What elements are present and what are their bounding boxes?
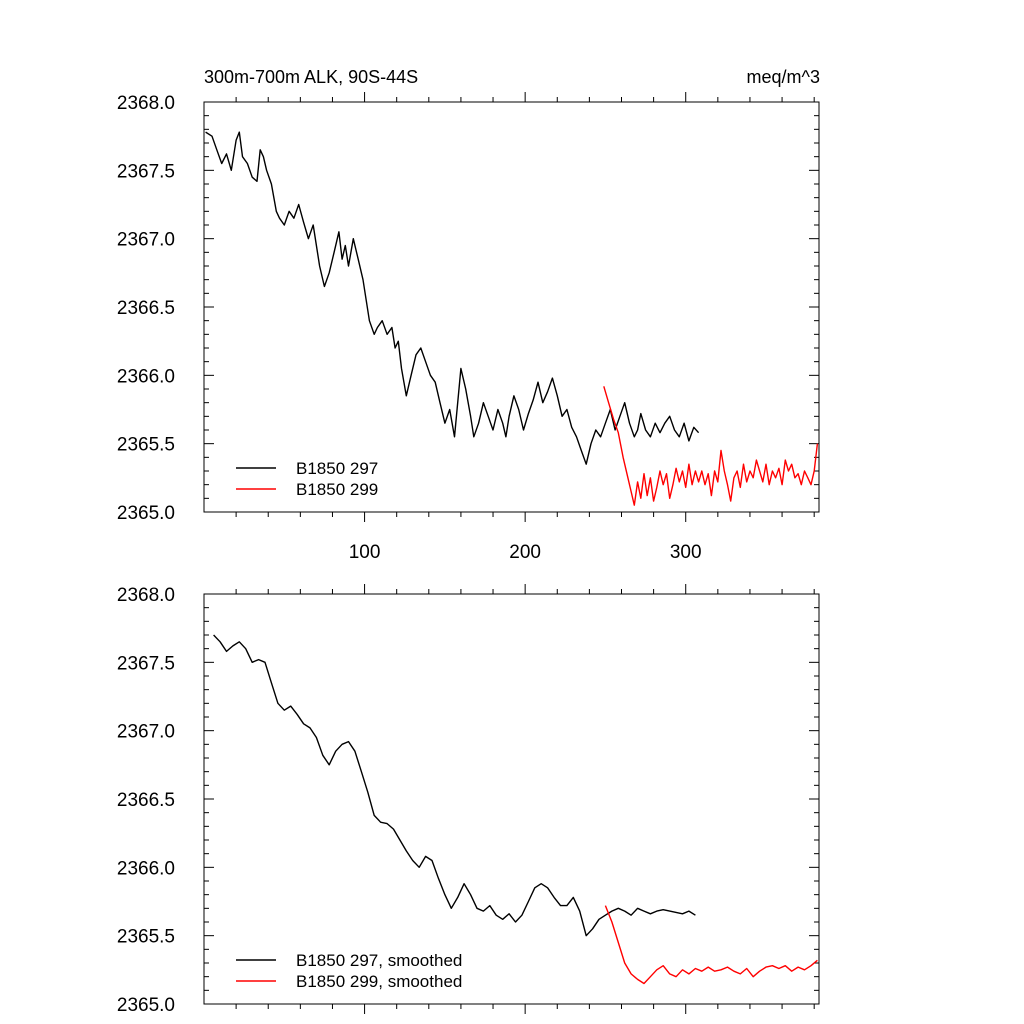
series-line-b1850-297: [205, 131, 700, 465]
y-tick-label: 2367.5: [117, 161, 175, 182]
y-tick-label: 2368.0: [117, 93, 175, 114]
x-tick-label: 100: [349, 542, 381, 563]
axis-ticks: [204, 92, 819, 522]
x-tick-label: 200: [509, 542, 541, 563]
y-tick-label: 2366.5: [117, 298, 175, 319]
y-tick-label: 2365.0: [117, 995, 175, 1016]
legend: B1850 297 B1850 299: [236, 459, 378, 499]
y-tick-label: 2366.5: [117, 790, 175, 811]
y-tick-label: 2367.0: [117, 230, 175, 251]
y-tick-label: 2366.0: [117, 858, 175, 879]
units-label: meq/m^3: [747, 67, 820, 87]
y-tick-label: 2367.5: [117, 653, 175, 674]
y-tick-label: 2367.0: [117, 722, 175, 743]
y-tick-label: 2365.5: [117, 927, 175, 948]
axis-ticks: [204, 584, 819, 1014]
y-tick-label: 2365.0: [117, 503, 175, 524]
legend: B1850 297, smoothed B1850 299, smoothed: [236, 951, 462, 991]
y-tick-label: 2365.5: [117, 435, 175, 456]
chart-title: 300m-700m ALK, 90S-44S: [204, 67, 418, 87]
series-line-b1850-299-smoothed: [604, 905, 818, 985]
plot-frame: [203, 593, 820, 1005]
legend-label: B1850 297: [296, 459, 378, 478]
series-line-b1850-297-smoothed: [213, 634, 696, 937]
x-tick-label: 300: [670, 542, 702, 563]
series-line-b1850-299: [603, 386, 819, 506]
plot-frame: [203, 101, 820, 513]
legend-label: B1850 299, smoothed: [296, 972, 462, 991]
y-tick-label: 2368.0: [117, 585, 175, 606]
plot-panels: 2368.0 2367.5 2367.0 2366.5 2366.0 2365.5 2365…: [117, 92, 820, 1016]
legend-label: B1850 299: [296, 480, 378, 499]
chart-panel-1: 2368.0 2367.5 2367.0 2366.5 2366.0 2365.5 2365…: [117, 92, 820, 563]
y-tick-label: 2366.0: [117, 366, 175, 387]
chart-panel-2: 2368.0 2367.5 2367.0 2366.5 2366.0 2365.5 2365…: [117, 584, 820, 1016]
legend-label: B1850 297, smoothed: [296, 951, 462, 970]
